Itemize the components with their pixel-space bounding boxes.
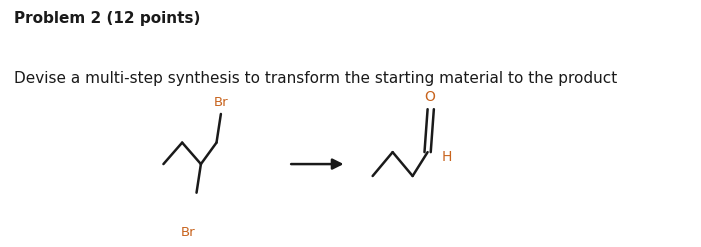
Text: Devise a multi-step synthesis to transform the starting material to the product: Devise a multi-step synthesis to transfo… [13,71,617,86]
Text: O: O [425,90,435,104]
Text: H: H [442,150,451,164]
Text: Br: Br [214,96,229,109]
Text: Problem 2 (12 points): Problem 2 (12 points) [13,11,200,26]
Text: Br: Br [181,226,196,239]
